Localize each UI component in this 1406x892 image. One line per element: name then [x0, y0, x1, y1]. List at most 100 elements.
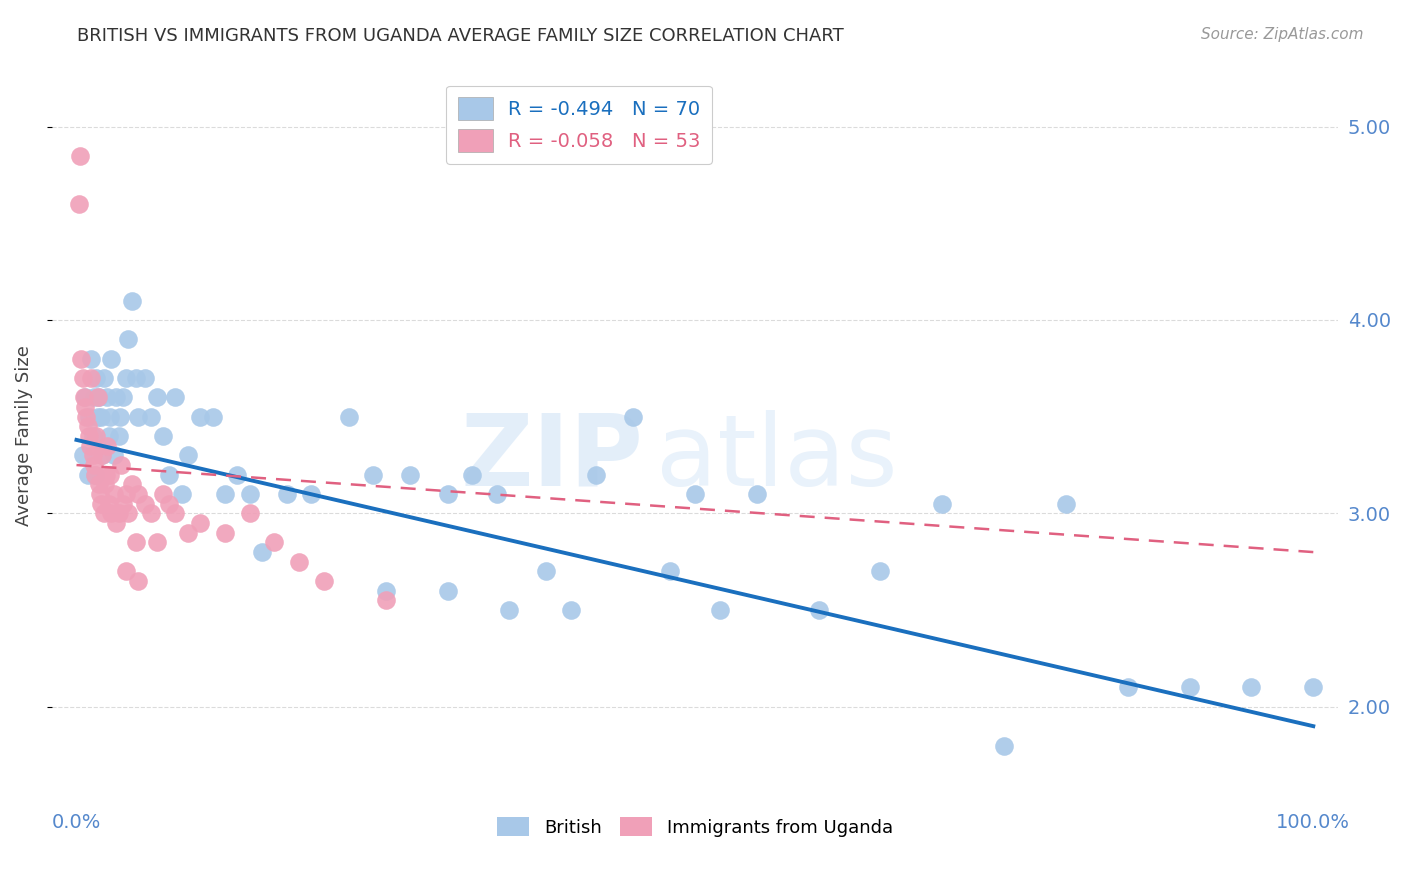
Immigrants from Uganda [165, 507, 187, 521]
British [112, 390, 135, 404]
British [536, 565, 558, 579]
British [134, 371, 156, 385]
British [436, 583, 458, 598]
British [100, 351, 122, 366]
British [993, 739, 1015, 753]
Immigrants from Uganda [288, 555, 311, 569]
British [107, 429, 129, 443]
Immigrants from Uganda [374, 593, 396, 607]
British [84, 371, 107, 385]
British [301, 487, 323, 501]
Immigrants from Uganda [67, 197, 90, 211]
British [214, 487, 236, 501]
British [498, 603, 520, 617]
Immigrants from Uganda [79, 439, 101, 453]
British [709, 603, 731, 617]
British [115, 371, 138, 385]
Immigrants from Uganda [77, 429, 100, 443]
Immigrants from Uganda [146, 535, 169, 549]
Legend: British, Immigrants from Uganda: British, Immigrants from Uganda [489, 810, 900, 844]
British [276, 487, 298, 501]
Text: BRITISH VS IMMIGRANTS FROM UGANDA AVERAGE FAMILY SIZE CORRELATION CHART: BRITISH VS IMMIGRANTS FROM UGANDA AVERAG… [77, 27, 844, 45]
Immigrants from Uganda [80, 371, 103, 385]
British [117, 332, 139, 346]
Immigrants from Uganda [100, 507, 122, 521]
British [177, 449, 200, 463]
British [485, 487, 508, 501]
Immigrants from Uganda [96, 467, 118, 482]
Immigrants from Uganda [121, 477, 143, 491]
British [139, 409, 162, 424]
British [84, 467, 107, 482]
Immigrants from Uganda [84, 429, 107, 443]
British [93, 371, 115, 385]
British [337, 409, 360, 424]
Immigrants from Uganda [86, 390, 108, 404]
British [560, 603, 582, 617]
Immigrants from Uganda [115, 487, 138, 501]
Immigrants from Uganda [70, 351, 93, 366]
Immigrants from Uganda [110, 458, 132, 472]
British [1240, 681, 1263, 695]
British [165, 390, 187, 404]
Y-axis label: Average Family Size: Average Family Size [15, 345, 32, 526]
Immigrants from Uganda [134, 497, 156, 511]
Immigrants from Uganda [69, 148, 91, 162]
British [1116, 681, 1139, 695]
British [170, 487, 193, 501]
British [105, 390, 128, 404]
Immigrants from Uganda [139, 507, 162, 521]
British [869, 565, 891, 579]
British [83, 390, 105, 404]
Immigrants from Uganda [188, 516, 211, 530]
British [103, 449, 125, 463]
Immigrants from Uganda [115, 565, 138, 579]
Immigrants from Uganda [263, 535, 285, 549]
British [374, 583, 396, 598]
Immigrants from Uganda [214, 525, 236, 540]
British [96, 390, 118, 404]
Immigrants from Uganda [105, 516, 128, 530]
Immigrants from Uganda [82, 449, 104, 463]
British [201, 409, 224, 424]
British [72, 449, 94, 463]
Text: ZIP: ZIP [461, 409, 644, 507]
Immigrants from Uganda [72, 371, 94, 385]
British [98, 409, 121, 424]
Immigrants from Uganda [93, 507, 115, 521]
Immigrants from Uganda [117, 507, 139, 521]
Immigrants from Uganda [127, 487, 149, 501]
Immigrants from Uganda [312, 574, 335, 588]
Immigrants from Uganda [84, 467, 107, 482]
Immigrants from Uganda [75, 409, 97, 424]
Immigrants from Uganda [112, 497, 135, 511]
Immigrants from Uganda [83, 458, 105, 472]
British [745, 487, 768, 501]
British [75, 390, 97, 404]
British [86, 409, 108, 424]
Immigrants from Uganda [73, 390, 96, 404]
British [121, 293, 143, 308]
British [108, 409, 131, 424]
British [76, 467, 98, 482]
Immigrants from Uganda [107, 507, 129, 521]
British [683, 487, 706, 501]
Immigrants from Uganda [91, 449, 114, 463]
British [152, 429, 174, 443]
Immigrants from Uganda [76, 419, 98, 434]
British [659, 565, 682, 579]
Immigrants from Uganda [90, 497, 112, 511]
British [807, 603, 830, 617]
British [80, 351, 103, 366]
British [97, 429, 120, 443]
British [250, 545, 273, 559]
British [1178, 681, 1201, 695]
British [82, 429, 104, 443]
Immigrants from Uganda [87, 477, 110, 491]
British [90, 409, 112, 424]
Immigrants from Uganda [96, 439, 118, 453]
British [1302, 681, 1324, 695]
British [188, 409, 211, 424]
British [125, 371, 148, 385]
Immigrants from Uganda [127, 574, 149, 588]
